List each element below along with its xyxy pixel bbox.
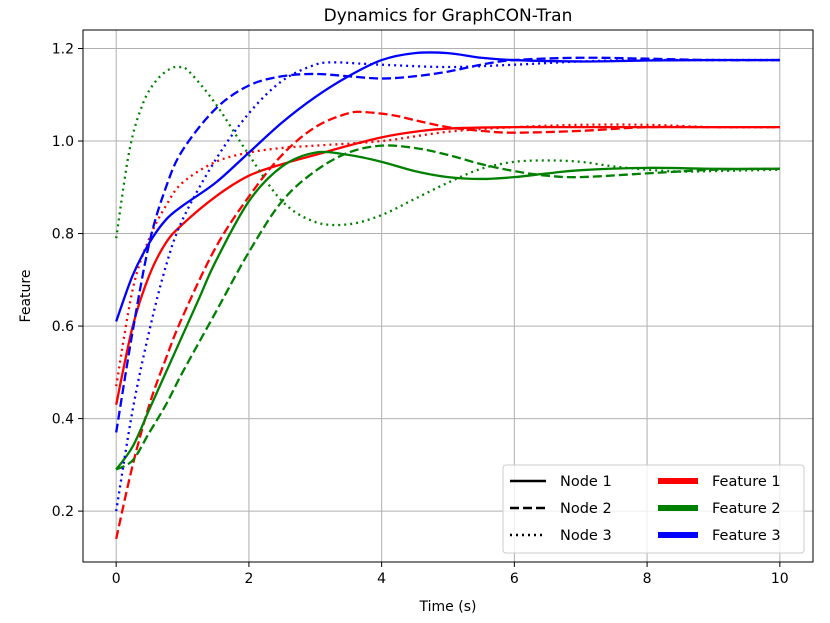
y-axis-label: Feature <box>18 270 34 323</box>
y-tick-label: 0.2 <box>52 504 74 520</box>
x-ticks: 0 2 4 6 8 10 <box>112 562 789 587</box>
series-line-node-2-feature-3 <box>115 56 780 433</box>
y-ticks: 0.2 0.4 0.6 0.8 1.0 1.2 <box>52 42 83 520</box>
x-tick-label: 10 <box>771 571 789 587</box>
legend-label-feature-3: Feature 3 <box>712 528 781 544</box>
legend-label-node-1: Node 1 <box>560 474 612 490</box>
series-line-node-2-feature-1 <box>115 110 780 540</box>
x-tick-label: 4 <box>377 571 386 587</box>
legend-label-node-3: Node 3 <box>560 528 612 544</box>
x-tick-label: 6 <box>510 571 519 587</box>
y-tick-label: 0.4 <box>52 412 74 428</box>
y-tick-label: 0.6 <box>52 319 74 335</box>
chart-title: Dynamics for GraphCON-Tran <box>324 6 573 26</box>
legend-label-feature-1: Feature 1 <box>712 474 781 490</box>
x-tick-label: 2 <box>244 571 253 587</box>
y-tick-label: 1.2 <box>52 42 74 58</box>
x-tick-label: 8 <box>643 571 652 587</box>
y-tick-label: 1.0 <box>52 134 74 150</box>
legend-label-feature-2: Feature 2 <box>712 501 781 517</box>
grid <box>83 30 813 562</box>
series-line-node-3-feature-3 <box>115 58 780 512</box>
legend-label-node-2: Node 2 <box>560 501 612 517</box>
x-tick-label: 0 <box>112 571 121 587</box>
series-line-node-1-feature-2 <box>115 150 780 471</box>
series-line-node-3-feature-1 <box>115 123 780 387</box>
x-axis-label: Time (s) <box>419 599 477 615</box>
series-line-node-1-feature-1 <box>115 125 780 405</box>
plot-lines <box>115 51 780 540</box>
y-tick-label: 0.8 <box>52 227 74 243</box>
series-line-node-3-feature-2 <box>115 65 780 239</box>
plot-frame <box>82 29 814 563</box>
legend: Node 1 Node 2 Node 3 Feature 1 Feature 2… <box>502 464 805 554</box>
legend-box <box>502 464 805 554</box>
series-line-node-1-feature-3 <box>115 51 780 322</box>
series-line-node-2-feature-2 <box>115 144 780 471</box>
